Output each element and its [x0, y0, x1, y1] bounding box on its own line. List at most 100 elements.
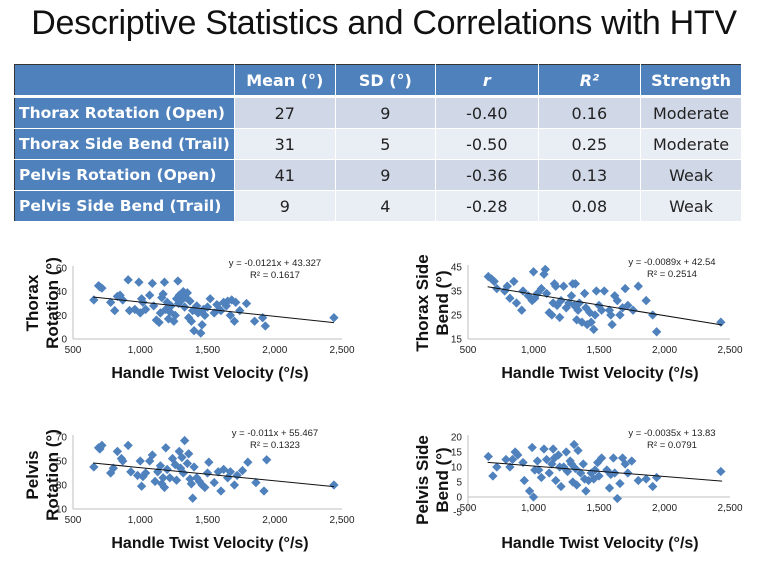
- data-point: [147, 278, 158, 289]
- data-point: [528, 267, 539, 277]
- data-point: [140, 468, 151, 478]
- data-point: [492, 462, 502, 472]
- table-row: Pelvis Rotation (Open) 41 9 -0.36 0.13 W…: [14, 159, 742, 191]
- data-point: [590, 310, 600, 320]
- data-point: [566, 291, 577, 301]
- data-point: [633, 475, 643, 486]
- x-tick-label: 2,000: [652, 345, 677, 356]
- data-point: [561, 447, 571, 457]
- x-axis-label: Handle Twist Velocity (°/s): [501, 365, 698, 382]
- trendline-equation: y = -0.011x + 55.467: [232, 428, 318, 439]
- data-point: [259, 486, 269, 496]
- data-point: [136, 481, 147, 491]
- data-point: [225, 467, 236, 477]
- x-axis-label: Handle Twist Velocity (°/s): [111, 535, 308, 552]
- data-point: [162, 464, 172, 475]
- data-point: [539, 444, 549, 454]
- y-tick-label: 0: [61, 335, 67, 346]
- data-point: [200, 310, 210, 321]
- data-point: [149, 301, 159, 311]
- cell-mean: 31: [234, 128, 336, 160]
- data-point: [202, 468, 213, 478]
- y-axis-label: Thorax: [23, 274, 42, 331]
- trendline-equation: y = -0.0035x + 13.83: [628, 428, 715, 439]
- page-title: Descriptive Statistics and Correlations …: [31, 4, 737, 42]
- data-point: [648, 310, 658, 320]
- cell-strength: Moderate: [640, 96, 742, 129]
- header-label: [14, 64, 235, 98]
- data-point: [573, 445, 583, 456]
- data-point: [544, 468, 554, 478]
- data-point: [182, 458, 192, 469]
- data-point: [589, 324, 599, 335]
- data-point: [185, 296, 195, 306]
- data-point: [178, 468, 188, 478]
- y-tick-label: 20: [56, 311, 68, 322]
- x-tick-label: 1,500: [195, 345, 220, 356]
- data-point: [235, 305, 245, 316]
- data-point: [607, 319, 617, 330]
- x-tick-label: 1,500: [586, 503, 611, 514]
- data-point: [579, 288, 590, 299]
- table-row: Thorax Side Bend (Trail) 31 5 -0.50 0.25…: [14, 128, 742, 160]
- data-point: [716, 466, 726, 477]
- y-tick-label: 35: [451, 287, 463, 298]
- data-point: [110, 305, 120, 316]
- trendline: [487, 461, 723, 482]
- data-point: [548, 444, 558, 454]
- row-label: Thorax Side Bend (Trail): [14, 128, 235, 160]
- data-point: [555, 312, 565, 323]
- x-axis-label: Handle Twist Velocity (°/s): [111, 365, 308, 382]
- data-point: [147, 450, 158, 460]
- data-point: [612, 493, 623, 504]
- row-label: Pelvis Side Bend (Trail): [14, 190, 235, 222]
- y-tick-label: 5: [456, 478, 462, 489]
- table-header-row: Mean (°) SD (°) r R² Strength: [14, 64, 742, 98]
- data-point: [158, 473, 168, 483]
- data-point: [108, 463, 119, 473]
- data-point: [170, 310, 180, 321]
- data-point: [527, 442, 537, 453]
- data-point: [556, 481, 566, 492]
- y-tick-label: 0: [456, 493, 462, 504]
- data-point: [716, 317, 726, 327]
- data-point: [519, 475, 529, 486]
- data-point: [171, 475, 182, 485]
- x-tick-label: 2,000: [652, 503, 677, 514]
- data-point: [517, 305, 527, 315]
- data-point: [159, 482, 170, 493]
- cell-r: -0.40: [435, 96, 539, 129]
- cell-r: -0.50: [435, 128, 539, 160]
- cell-strength: Weak: [640, 190, 742, 222]
- y-tick-label: 10: [451, 463, 463, 474]
- data-point: [623, 300, 633, 311]
- header-sd: SD (°): [335, 64, 437, 98]
- data-point: [591, 286, 602, 296]
- cell-strength: Moderate: [640, 128, 742, 160]
- y-tick-label: 40: [56, 287, 68, 298]
- data-point: [134, 277, 144, 287]
- data-point: [182, 288, 192, 298]
- data-point: [509, 276, 519, 287]
- data-point: [651, 327, 662, 337]
- y-axis-label: Pelvis: [23, 450, 42, 499]
- data-point: [144, 290, 155, 300]
- data-point: [229, 316, 240, 326]
- data-point: [166, 301, 176, 311]
- y-axis-label: Pelvis Side: [413, 435, 432, 525]
- x-tick-label: 2,000: [262, 515, 287, 526]
- x-tick-label: 500: [65, 515, 82, 526]
- cell-r2: 0.13: [538, 159, 642, 191]
- cell-r: -0.28: [435, 190, 539, 222]
- x-tick-label: 1,000: [521, 503, 546, 514]
- data-point: [155, 461, 166, 471]
- trendline: [93, 296, 334, 324]
- data-point: [578, 459, 588, 469]
- data-point: [237, 465, 248, 476]
- chart-thorax-side-bend: 15 25 35 45 500 1,000 1,500 2,000 2,500 y = -0.00…: [413, 254, 743, 382]
- y-tick-label: 15: [451, 448, 463, 459]
- data-point: [606, 310, 616, 320]
- data-point: [204, 457, 214, 467]
- data-point: [511, 298, 522, 308]
- data-point: [594, 471, 604, 481]
